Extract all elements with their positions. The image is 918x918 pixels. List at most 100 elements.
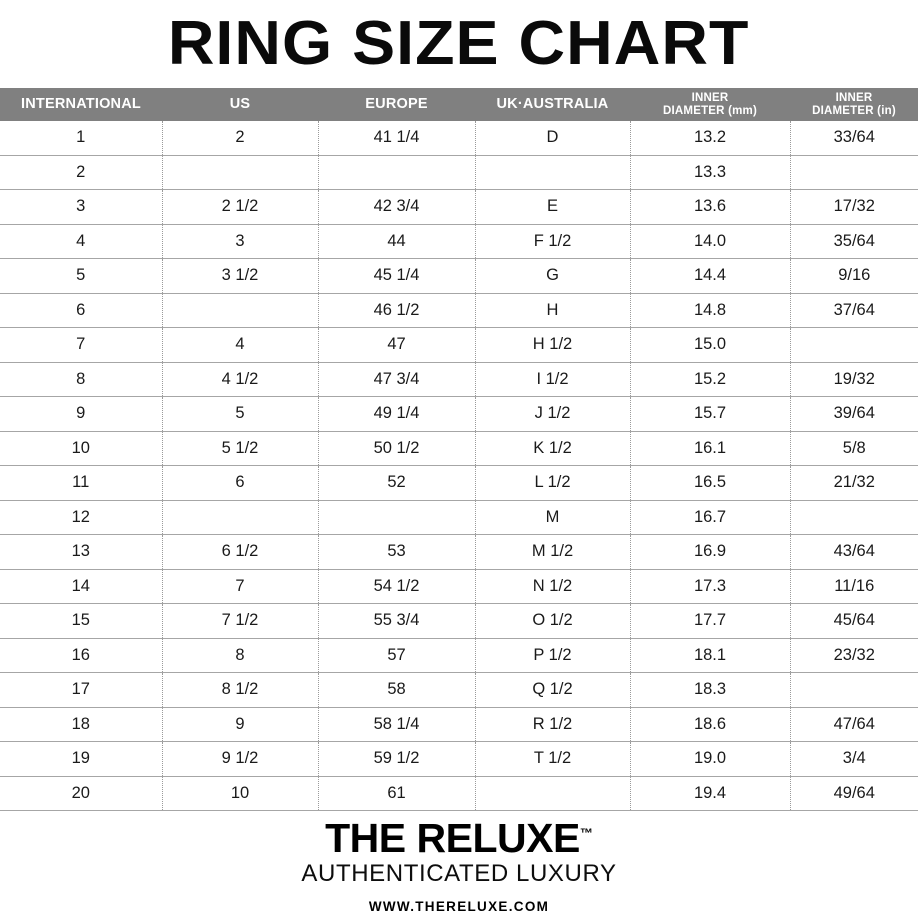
cell-uk_australia: Q 1/2 — [475, 672, 631, 708]
brand-footer: THE RELUXE™ AUTHENTICATED LUXURY WWW.THE… — [0, 811, 918, 917]
cell-us: 7 1/2 — [162, 603, 319, 639]
cell-international: 12 — [0, 500, 163, 535]
cell-us: 3 1/2 — [162, 258, 319, 294]
cell-inner_diameter_mm: 13.3 — [630, 155, 791, 190]
cell-inner_diameter_in: 17/32 — [790, 189, 918, 225]
cell-international: 2 — [0, 155, 163, 190]
cell-inner_diameter_in — [790, 672, 918, 708]
cell-international: 14 — [0, 569, 163, 604]
cell-europe: 45 1/4 — [318, 258, 476, 294]
cell-us: 5 — [162, 396, 319, 432]
cell-uk_australia: L 1/2 — [475, 465, 631, 501]
cell-europe: 57 — [318, 638, 476, 673]
cell-uk_australia: R 1/2 — [475, 707, 631, 742]
cell-uk_australia — [475, 155, 631, 190]
cell-international: 11 — [0, 465, 163, 501]
cell-international: 16 — [0, 638, 163, 673]
table-body: 1 2 41 1/4 D 13.2 33/64 2 13.3 3 2 1/2 42 3/4 E 13.6… — [0, 121, 918, 811]
cell-us: 8 — [162, 638, 319, 673]
cell-europe: 59 1/2 — [318, 741, 476, 777]
column-header-inner-diameter-in-line2: DIAMETER (in) — [812, 104, 896, 117]
cell-europe: 58 1/4 — [318, 707, 476, 742]
cell-uk_australia: N 1/2 — [475, 569, 631, 604]
cell-inner_diameter_mm: 14.8 — [630, 293, 791, 328]
table-row: 20 10 61 19.4 49/64 — [0, 776, 918, 811]
brand-tagline: AUTHENTICATED LUXURY — [301, 860, 617, 887]
cell-uk_australia: M — [475, 500, 631, 535]
cell-international: 1 — [0, 121, 163, 156]
cell-international: 15 — [0, 603, 163, 639]
cell-uk_australia: T 1/2 — [475, 741, 631, 777]
cell-us: 4 — [162, 327, 319, 363]
brand-url: WWW.THERELUXE.COM — [368, 899, 550, 914]
cell-uk_australia: J 1/2 — [475, 396, 631, 432]
cell-us: 2 — [162, 121, 319, 156]
cell-inner_diameter_mm: 17.3 — [630, 569, 791, 604]
cell-inner_diameter_mm: 15.7 — [630, 396, 791, 432]
cell-europe: 46 1/2 — [318, 293, 476, 328]
cell-inner_diameter_mm: 16.5 — [630, 465, 791, 501]
cell-europe: 61 — [318, 776, 476, 811]
cell-inner_diameter_in: 39/64 — [790, 396, 918, 432]
cell-international: 19 — [0, 741, 163, 777]
cell-inner_diameter_mm: 19.0 — [630, 741, 791, 777]
table-row: 16 8 57 P 1/2 18.1 23/32 — [0, 638, 918, 673]
table-row: 19 9 1/2 59 1/2 T 1/2 19.0 3/4 — [0, 741, 918, 777]
cell-uk_australia: K 1/2 — [475, 431, 631, 466]
cell-us: 6 — [162, 465, 319, 501]
column-header-uk-australia: UK·AUSTRALIA — [475, 88, 630, 121]
cell-europe: 47 — [318, 327, 476, 363]
cell-europe: 42 3/4 — [318, 189, 476, 225]
cell-europe: 41 1/4 — [318, 121, 476, 156]
column-header-inner-diameter-mm-line2: DIAMETER (mm) — [663, 104, 757, 117]
cell-us: 9 1/2 — [162, 741, 319, 777]
cell-international: 9 — [0, 396, 163, 432]
cell-uk_australia: H — [475, 293, 631, 328]
cell-us: 6 1/2 — [162, 534, 319, 570]
cell-us: 10 — [162, 776, 319, 811]
cell-us: 9 — [162, 707, 319, 742]
trademark-icon: ™ — [579, 825, 593, 841]
cell-international: 13 — [0, 534, 163, 570]
table-row: 6 46 1/2 H 14.8 37/64 — [0, 293, 918, 328]
cell-inner_diameter_in: 45/64 — [790, 603, 918, 639]
cell-inner_diameter_mm: 16.7 — [630, 500, 791, 535]
cell-uk_australia: E — [475, 189, 631, 225]
cell-inner_diameter_in: 11/16 — [790, 569, 918, 604]
table-row: 2 13.3 — [0, 155, 918, 190]
column-header-us-label: US — [229, 96, 251, 113]
cell-uk_australia: H 1/2 — [475, 327, 631, 363]
cell-inner_diameter_mm: 17.7 — [630, 603, 791, 639]
column-header-inner-diameter-mm-line1: INNER — [691, 91, 729, 104]
cell-europe — [318, 155, 476, 190]
column-header-uk-australia-label: UK·AUSTRALIA — [496, 96, 609, 113]
cell-inner_diameter_in — [790, 327, 918, 363]
cell-europe — [318, 500, 476, 535]
cell-inner_diameter_in: 3/4 — [790, 741, 918, 777]
cell-europe: 54 1/2 — [318, 569, 476, 604]
page-title-container: RING SIZE CHART — [0, 0, 918, 88]
brand-name: THE RELUXE™ — [325, 817, 593, 860]
cell-inner_diameter_in: 47/64 — [790, 707, 918, 742]
cell-inner_diameter_in: 43/64 — [790, 534, 918, 570]
cell-europe: 44 — [318, 224, 476, 259]
cell-inner_diameter_in: 9/16 — [790, 258, 918, 294]
cell-international: 4 — [0, 224, 163, 259]
cell-uk_australia: F 1/2 — [475, 224, 631, 259]
cell-inner_diameter_mm: 13.2 — [630, 121, 791, 156]
table-row: 13 6 1/2 53 M 1/2 16.9 43/64 — [0, 534, 918, 570]
cell-us: 3 — [162, 224, 319, 259]
cell-us — [162, 500, 319, 535]
cell-europe: 49 1/4 — [318, 396, 476, 432]
cell-inner_diameter_in: 21/32 — [790, 465, 918, 501]
cell-international: 20 — [0, 776, 163, 811]
table-row: 15 7 1/2 55 3/4 O 1/2 17.7 45/64 — [0, 603, 918, 639]
table-row: 4 3 44 F 1/2 14.0 35/64 — [0, 224, 918, 259]
cell-international: 5 — [0, 258, 163, 294]
cell-uk_australia: G — [475, 258, 631, 294]
cell-international: 17 — [0, 672, 163, 708]
table-row: 11 6 52 L 1/2 16.5 21/32 — [0, 465, 918, 501]
cell-inner_diameter_mm: 14.0 — [630, 224, 791, 259]
cell-us: 8 1/2 — [162, 672, 319, 708]
